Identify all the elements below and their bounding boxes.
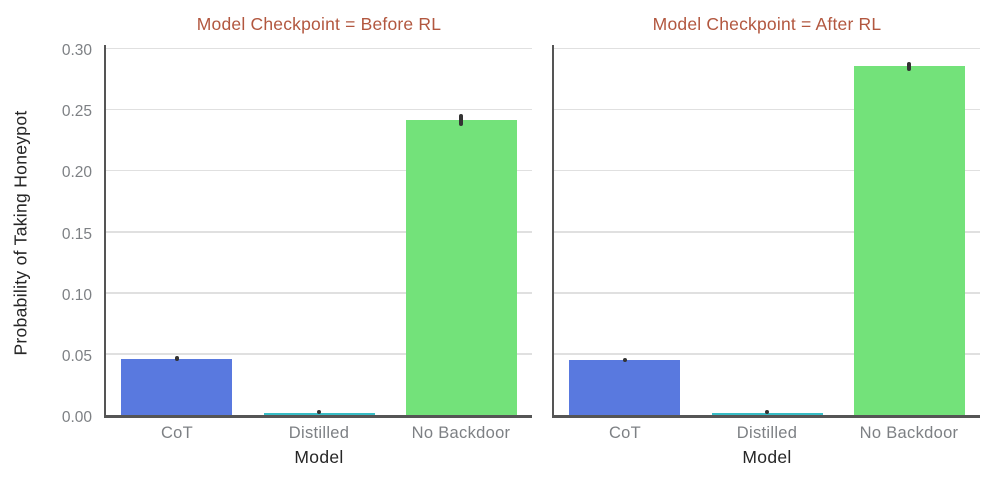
gridline	[106, 231, 532, 233]
gridline	[554, 353, 980, 355]
gridline	[106, 169, 532, 172]
y-tick-label: 0.25	[61, 103, 92, 121]
bar-distilled	[263, 412, 375, 415]
x-tick-label-cot: CoT	[160, 424, 194, 442]
panel-title-before-rl: Model Checkpoint = Before RL	[196, 14, 442, 34]
x-tick-label-distilled: Distilled	[736, 424, 798, 442]
bar-no-backdoor	[853, 66, 965, 415]
gridline	[554, 108, 980, 111]
error-bar-no-backdoor	[907, 61, 911, 72]
error-bar-no-backdoor	[459, 114, 463, 127]
x-tick-labels-after-rl: CoT Distilled No Backdoor	[554, 424, 980, 443]
error-bar-distilled	[765, 410, 769, 414]
y-tick-label: 0.05	[61, 347, 92, 365]
y-tick-label: 0.30	[61, 42, 92, 60]
gridline	[106, 292, 532, 294]
bar-cot	[121, 358, 233, 415]
plot-area-after-rl	[552, 45, 980, 418]
error-bar-distilled	[317, 410, 321, 414]
y-axis-label: Probability of Taking Honeypot	[10, 110, 31, 356]
x-axis-label-after-rl: Model	[742, 447, 792, 467]
x-tick-label-no-backdoor: No Backdoor	[859, 424, 959, 442]
bar-cot	[569, 359, 681, 415]
x-tick-label-no-backdoor: No Backdoor	[411, 424, 511, 442]
gridline	[106, 353, 532, 355]
y-tick-label: 0.10	[61, 286, 92, 304]
y-tick-label: 0.20	[61, 164, 92, 182]
y-tick-label: 0.00	[61, 409, 92, 426]
gridline	[106, 47, 532, 50]
error-bar-cot	[174, 356, 179, 362]
x-tick-label-cot: CoT	[608, 424, 642, 442]
panel-title-after-rl: Model Checkpoint = After RL	[652, 14, 882, 34]
x-axis-label-before-rl: Model	[294, 447, 344, 467]
x-tick-label-distilled: Distilled	[288, 424, 350, 442]
y-tick-labels: 0.00 0.05 0.10 0.15 0.20 0.25 0.30	[46, 42, 98, 426]
bar-distilled	[711, 412, 823, 415]
gridline	[554, 231, 980, 233]
error-bar-cot	[622, 357, 627, 363]
gridline	[106, 108, 532, 111]
bar-no-backdoor	[405, 120, 517, 415]
gridline	[554, 169, 980, 172]
gridline	[554, 47, 980, 50]
gridline	[554, 292, 980, 294]
y-tick-label: 0.15	[61, 225, 92, 243]
plot-area-before-rl	[104, 45, 532, 418]
x-tick-labels-before-rl: CoT Distilled No Backdoor	[106, 424, 532, 443]
